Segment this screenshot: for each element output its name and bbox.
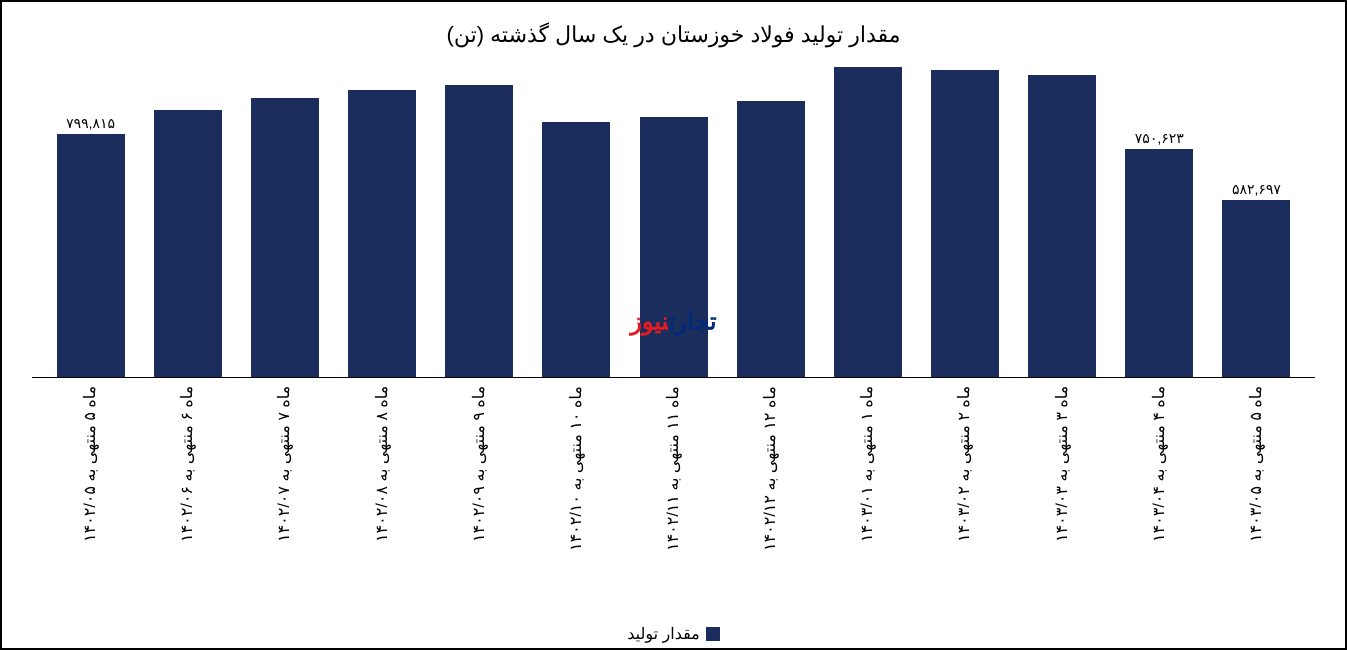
x-label-item: ماه ۶ منتهی به ۱۴۰۲/۰۶ (139, 386, 236, 616)
x-label-text: ماه ۵ منتهی به ۱۴۰۳/۰۵ (1247, 386, 1266, 616)
bar-group (819, 58, 916, 377)
x-label-item: ماه ۱۱ منتهی به ۱۴۰۲/۱۱ (625, 386, 722, 616)
bar (1125, 149, 1193, 377)
bar (57, 134, 125, 377)
chart-title: مقدار تولید فولاد خوزستان در یک سال گذشت… (32, 22, 1315, 48)
chart-plot-area: ۷۹۹,۸۱۵ ۷۵۰,۶۲۳ ۵۸۲,۶۹۷ (32, 58, 1315, 378)
x-axis-labels: ماه ۵ منتهی به ۱۴۰۲/۰۵ ماه ۶ منتهی به ۱۴۰… (32, 386, 1315, 616)
bar (348, 90, 416, 377)
bar-group (625, 58, 722, 377)
x-label-item: ماه ۲ منتهی به ۱۴۰۳/۰۲ (916, 386, 1013, 616)
bar (154, 110, 222, 377)
x-label-item: ماه ۱ منتهی به ۱۴۰۳/۰۱ (819, 386, 916, 616)
bar (251, 98, 319, 378)
x-label-text: ماه ۳ منتهی به ۱۴۰۳/۰۳ (1053, 386, 1072, 616)
bar-value-label: ۷۵۰,۶۲۳ (1135, 130, 1184, 147)
x-label-text: ماه ۲ منتهی به ۱۴۰۳/۰۲ (955, 386, 974, 616)
x-label-text: ماه ۹ منتهی به ۱۴۰۲/۰۹ (470, 386, 489, 616)
bar-group (1014, 58, 1111, 377)
legend-label: مقدار تولید (627, 624, 700, 644)
x-label-text: ماه ۱۱ منتهی به ۱۴۰۲/۱۱ (664, 386, 683, 616)
bar-group (236, 58, 333, 377)
bar-group: ۷۹۹,۸۱۵ (42, 58, 139, 377)
x-label-item: ماه ۱۰ منتهی به ۱۴۰۲/۱۰ (528, 386, 625, 616)
x-label-item: ماه ۵ منتهی به ۱۴۰۲/۰۵ (42, 386, 139, 616)
bar-group (139, 58, 236, 377)
x-label-item: ماه ۳ منتهی به ۱۴۰۳/۰۳ (1014, 386, 1111, 616)
bar (640, 117, 708, 377)
bar (1028, 75, 1096, 377)
bar-value-label: ۷۹۹,۸۱۵ (66, 115, 115, 132)
x-label-item: ماه ۸ منتهی به ۱۴۰۲/۰۸ (333, 386, 430, 616)
x-label-text: ماه ۱۲ منتهی به ۱۴۰۲/۱۲ (761, 386, 780, 616)
x-label-item: ماه ۱۲ منتهی به ۱۴۰۲/۱۲ (722, 386, 819, 616)
x-label-item: ماه ۷ منتهی به ۱۴۰۲/۰۷ (236, 386, 333, 616)
x-label-text: ماه ۶ منتهی به ۱۴۰۲/۰۶ (178, 386, 197, 616)
bar-group (722, 58, 819, 377)
bar-group: ۷۵۰,۶۲۳ (1111, 58, 1208, 377)
legend: مقدار تولید (32, 624, 1315, 644)
bar-value-label: ۵۸۲,۶۹۷ (1232, 181, 1281, 198)
bar (834, 67, 902, 377)
x-label-text: ماه ۵ منتهی به ۱۴۰۲/۰۵ (81, 386, 100, 616)
chart-container: مقدار تولید فولاد خوزستان در یک سال گذشت… (0, 0, 1347, 650)
bar-group: ۵۸۲,۶۹۷ (1208, 58, 1305, 377)
legend-swatch (706, 627, 720, 641)
bar-group (431, 58, 528, 377)
x-label-item: ماه ۵ منتهی به ۱۴۰۳/۰۵ (1208, 386, 1305, 616)
x-label-text: ماه ۴ منتهی به ۱۴۰۳/۰۴ (1150, 386, 1169, 616)
bar-group (528, 58, 625, 377)
x-label-text: ماه ۱ منتهی به ۱۴۰۳/۰۱ (858, 386, 877, 616)
bar (1222, 200, 1290, 377)
bar (542, 122, 610, 377)
bar (931, 70, 999, 377)
x-label-text: ماه ۷ منتهی به ۱۴۰۲/۰۷ (275, 386, 294, 616)
bar (737, 101, 805, 377)
x-label-item: ماه ۴ منتهی به ۱۴۰۳/۰۴ (1111, 386, 1208, 616)
x-label-text: ماه ۸ منتهی به ۱۴۰۲/۰۸ (373, 386, 392, 616)
x-label-text: ماه ۱۰ منتهی به ۱۴۰۲/۱۰ (567, 386, 586, 616)
x-label-item: ماه ۹ منتهی به ۱۴۰۲/۰۹ (431, 386, 528, 616)
bar-group (916, 58, 1013, 377)
bar (445, 85, 513, 377)
bar-group (333, 58, 430, 377)
